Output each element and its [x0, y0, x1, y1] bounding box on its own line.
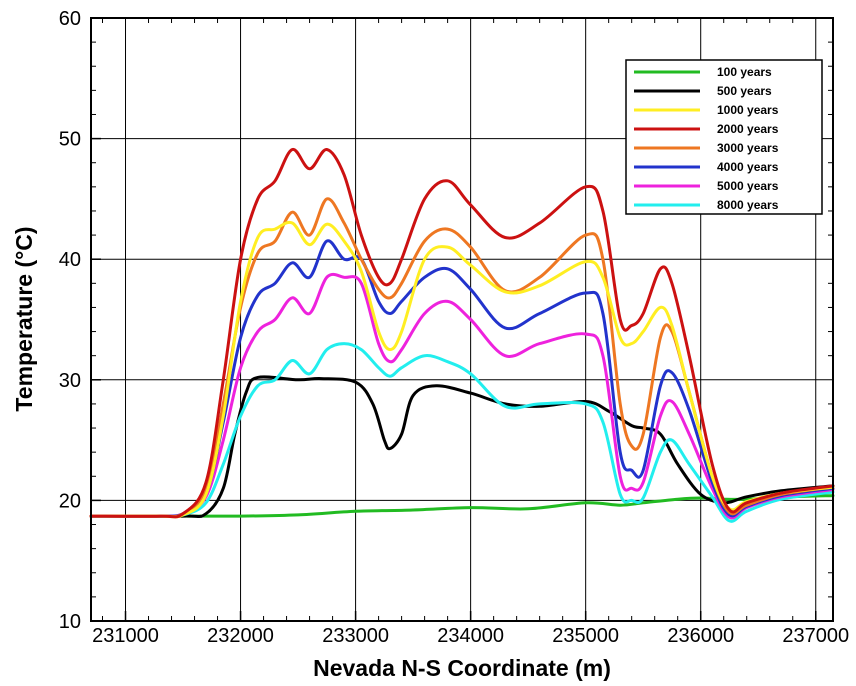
legend: 100 years 500 years 1000 years 2000 years 30… [625, 59, 823, 215]
legend-label: 2000 years [717, 122, 779, 136]
legend-label: 8000 years [717, 198, 779, 212]
legend-label: 500 years [717, 84, 772, 98]
y-tick-label: 60 [59, 8, 81, 30]
y-tick-label: 50 [59, 129, 81, 151]
series-line [89, 220, 835, 519]
legend-label: 5000 years [717, 179, 779, 193]
x-tick-label: 237000 [782, 625, 849, 647]
series-line [89, 239, 835, 518]
x-tick-label: 232000 [207, 625, 274, 647]
y-axis-title: Temperature (°C) [11, 226, 37, 411]
x-tick-label: 233000 [322, 625, 389, 647]
y-tick-label: 20 [59, 490, 81, 512]
series-line [89, 494, 835, 518]
legend-label: 100 years [717, 65, 772, 79]
y-tick-label: 10 [59, 611, 81, 633]
series-line [89, 375, 835, 518]
series-lines [89, 148, 835, 523]
series-line [89, 272, 835, 520]
legend-label: 1000 years [717, 103, 779, 117]
legend-label: 3000 years [717, 141, 779, 155]
x-tick-label: 231000 [92, 625, 159, 647]
x-axis-ticks: 231000 232000 233000 234000 235000 236000 2370… [92, 18, 849, 647]
series-line [89, 148, 835, 519]
x-axis-title: Nevada N-S Coordinate (m) [313, 655, 611, 681]
y-axis-ticks: 10 20 30 40 50 60 [59, 8, 833, 633]
y-tick-label: 30 [59, 370, 81, 392]
series-line [89, 342, 835, 523]
x-tick-label: 235000 [552, 625, 619, 647]
x-tick-label: 234000 [437, 625, 504, 647]
plot-frame [90, 17, 834, 622]
y-tick-label: 40 [59, 249, 81, 271]
x-tick-label: 236000 [667, 625, 734, 647]
legend-label: 4000 years [717, 160, 779, 174]
legend-box [625, 59, 823, 215]
